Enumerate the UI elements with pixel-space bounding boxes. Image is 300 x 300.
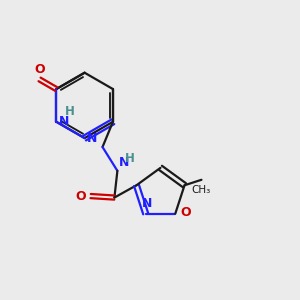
Text: N: N [142,197,152,210]
Text: N: N [87,132,98,145]
Text: O: O [76,190,86,202]
Text: H: H [125,152,135,166]
Text: N: N [59,115,69,128]
Text: N: N [119,156,129,169]
Text: H: H [65,105,75,118]
Text: CH₃: CH₃ [192,185,211,195]
Text: O: O [181,206,191,219]
Text: O: O [34,63,45,76]
